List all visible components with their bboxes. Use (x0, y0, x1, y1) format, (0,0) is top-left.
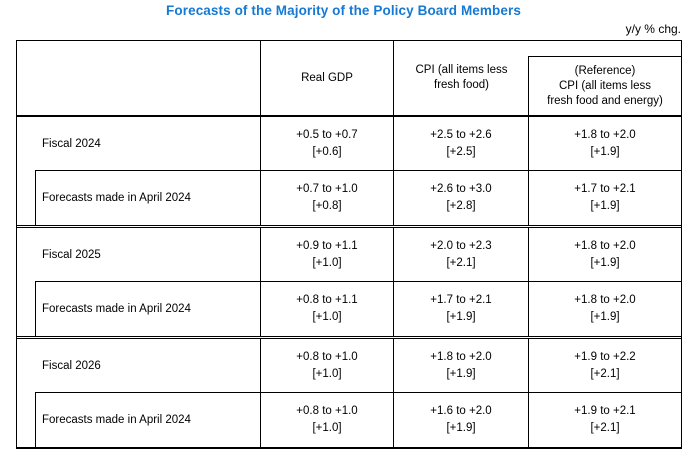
cell-fiscal2025-real-gdp: +0.9 to +1.1 [+1.0] (261, 228, 394, 281)
forecast-range: +2.5 to +2.6 (430, 128, 492, 141)
forecast-range: +2.0 to +2.3 (430, 239, 492, 252)
forecast-range: +0.5 to +0.7 (296, 128, 358, 141)
forecast-table: Real GDP CPI (all items less fresh food)… (16, 40, 682, 449)
table-row-fiscal-2026-april-forecast: Forecasts made in April 2024 +0.8 to +1.… (17, 392, 681, 447)
forecast-range: +0.8 to +1.1 (296, 294, 358, 306)
table-row-fiscal-2024-april-forecast: Forecasts made in April 2024 +0.7 to +1.… (17, 170, 681, 225)
header-cell-real-gdp: Real GDP (261, 41, 394, 115)
forecast-median: [+1.0] (312, 256, 342, 269)
cell-fiscal2026-april-real-gdp: +0.8 to +1.0 [+1.0] (261, 392, 394, 447)
forecast-range: +0.7 to +1.0 (296, 183, 358, 195)
table-header-row: Real GDP CPI (all items less fresh food)… (17, 41, 681, 117)
cell-fiscal2025-april-cpi-ref: +1.8 to +2.0 [+1.9] (529, 281, 681, 336)
cell-fiscal2025-april-cpi: +1.7 to +2.1 [+1.9] (394, 281, 529, 336)
forecast-range: +0.9 to +1.1 (296, 239, 358, 252)
cell-fiscal2024-cpi: +2.5 to +2.6 [+2.5] (394, 117, 529, 170)
cell-fiscal2026-cpi: +1.8 to +2.0 [+1.9] (394, 339, 529, 392)
forecast-range: +1.8 to +2.0 (574, 128, 636, 141)
group-fiscal-2025: Fiscal 2025 +0.9 to +1.1 [+1.0] +2.0 to … (17, 228, 681, 339)
cell-fiscal2026-real-gdp: +0.8 to +1.0 [+1.0] (261, 339, 394, 392)
forecast-range: +1.8 to +2.0 (430, 350, 492, 363)
cell-fiscal2024-real-gdp: +0.5 to +0.7 [+0.6] (261, 117, 394, 170)
forecast-median: [+2.1] (590, 422, 620, 434)
row-label-april-forecast: Forecasts made in April 2024 (35, 392, 261, 447)
cell-fiscal2026-april-cpi-ref: +1.9 to +2.1 [+2.1] (529, 392, 681, 447)
group-fiscal-2024: Fiscal 2024 +0.5 to +0.7 [+0.6] +2.5 to … (17, 117, 681, 228)
cell-fiscal2024-april-real-gdp: +0.7 to +1.0 [+0.8] (261, 170, 394, 225)
cell-fiscal2025-cpi: +2.0 to +2.3 [+2.1] (394, 228, 529, 281)
header-cell-cpi: CPI (all items less fresh food) (415, 64, 508, 91)
forecast-median: [+1.9] (590, 200, 620, 212)
forecast-range: +1.7 to +2.1 (574, 183, 636, 195)
forecast-range: +0.8 to +1.0 (296, 405, 358, 417)
forecast-range: +1.7 to +2.1 (430, 294, 492, 306)
header-cell-cpi-reference: (Reference) CPI (all items less fresh fo… (528, 56, 681, 115)
cell-fiscal2025-april-real-gdp: +0.8 to +1.1 [+1.0] (261, 281, 394, 336)
forecast-median: [+1.0] (312, 367, 342, 380)
forecast-median: [+1.0] (312, 311, 342, 323)
row-label-fiscal-2025: Fiscal 2025 (17, 228, 261, 281)
forecast-median: [+0.8] (312, 200, 342, 212)
cell-fiscal2026-cpi-ref: +1.9 to +2.2 [+2.1] (529, 339, 681, 392)
forecast-median: [+1.9] (446, 422, 476, 434)
forecast-median: [+1.9] (446, 311, 476, 323)
row-label-april-forecast: Forecasts made in April 2024 (35, 170, 261, 225)
cell-fiscal2024-cpi-ref: +1.8 to +2.0 [+1.9] (529, 117, 681, 170)
forecast-median: [+2.8] (446, 200, 476, 212)
cell-fiscal2025-cpi-ref: +1.8 to +2.0 [+1.9] (529, 228, 681, 281)
table-row-fiscal-2026: Fiscal 2026 +0.8 to +1.0 [+1.0] +1.8 to … (17, 339, 681, 392)
forecast-median: [+2.1] (446, 256, 476, 269)
forecast-median: [+0.6] (312, 145, 342, 158)
group-fiscal-2026: Fiscal 2026 +0.8 to +1.0 [+1.0] +1.8 to … (17, 339, 681, 447)
table-row-fiscal-2024: Fiscal 2024 +0.5 to +0.7 [+0.6] +2.5 to … (17, 117, 681, 170)
unit-note: y/y % chg. (625, 22, 681, 36)
forecast-range: +1.9 to +2.1 (574, 405, 636, 417)
forecast-median: [+1.9] (590, 256, 620, 269)
cell-fiscal2024-april-cpi-ref: +1.7 to +2.1 [+1.9] (529, 170, 681, 225)
forecast-range: +0.8 to +1.0 (296, 350, 358, 363)
forecast-median: [+2.1] (590, 367, 620, 380)
cell-fiscal2026-april-cpi: +1.6 to +2.0 [+1.9] (394, 392, 529, 447)
forecast-range: +1.8 to +2.0 (574, 294, 636, 306)
table-row-fiscal-2025-april-forecast: Forecasts made in April 2024 +0.8 to +1.… (17, 281, 681, 336)
forecast-range: +1.8 to +2.0 (574, 239, 636, 252)
page-title: Forecasts of the Majority of the Policy … (166, 3, 521, 18)
forecast-median: [+1.9] (590, 311, 620, 323)
row-label-fiscal-2024: Fiscal 2024 (17, 117, 261, 170)
cell-fiscal2024-april-cpi: +2.6 to +3.0 [+2.8] (394, 170, 529, 225)
header-cell-blank (17, 41, 261, 115)
row-label-april-forecast: Forecasts made in April 2024 (35, 281, 261, 336)
forecast-median: [+1.9] (590, 145, 620, 158)
forecast-median: [+1.0] (312, 422, 342, 434)
forecast-range: +1.9 to +2.2 (574, 350, 636, 363)
forecast-range: +1.6 to +2.0 (430, 405, 492, 417)
forecast-range: +2.6 to +3.0 (430, 183, 492, 195)
forecast-median: [+1.9] (446, 367, 476, 380)
table-row-fiscal-2025: Fiscal 2025 +0.9 to +1.1 [+1.0] +2.0 to … (17, 228, 681, 281)
row-label-fiscal-2026: Fiscal 2026 (17, 339, 261, 392)
forecast-median: [+2.5] (446, 145, 476, 158)
